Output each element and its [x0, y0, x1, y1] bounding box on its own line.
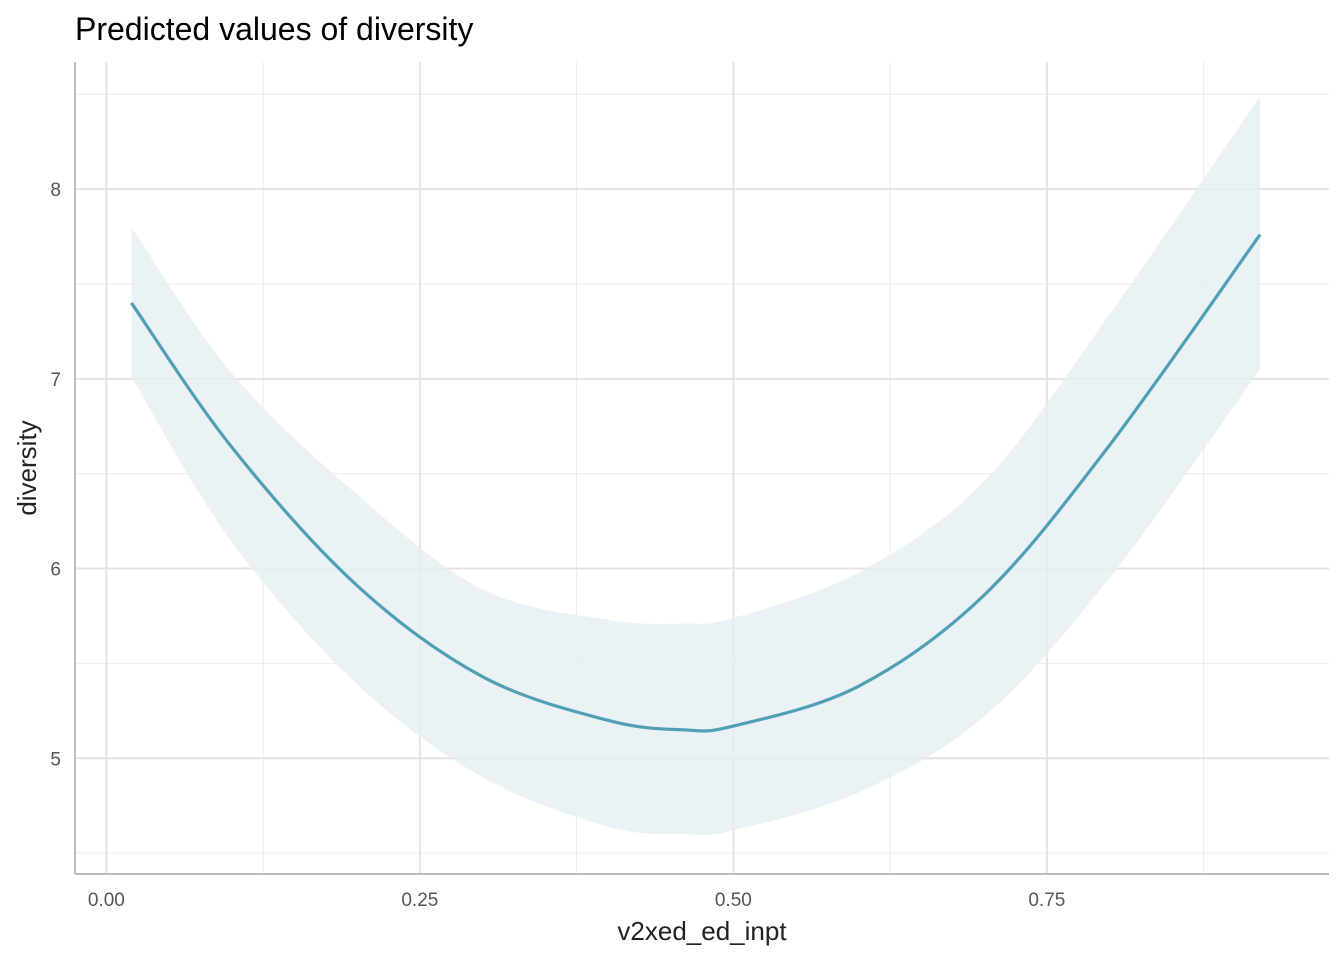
- line-layer: [130, 233, 1262, 733]
- x-tick-label-3: 0.75: [1028, 890, 1065, 911]
- y-tick-label-0: 5: [50, 749, 61, 770]
- x-axis-title: v2xed_ed_inpt: [617, 916, 787, 946]
- chart-title: Predicted values of diversity: [75, 11, 473, 47]
- y-tick-label-1: 6: [50, 560, 61, 581]
- x-tick-label-0: 0.00: [88, 890, 125, 911]
- y-tick-label-3: 8: [50, 180, 61, 201]
- x-tick-label-1: 0.25: [401, 890, 438, 911]
- confidence-band-layer: [131, 96, 1261, 836]
- series-line-0: [130, 233, 1262, 733]
- confidence-band-0: [131, 96, 1261, 836]
- y-axis-title: diversity: [12, 420, 42, 515]
- y-tick-labels: 5 6 7 8: [50, 180, 61, 770]
- y-tick-label-2: 7: [50, 370, 61, 391]
- x-tick-labels: 0.00 0.25 0.50 0.75: [88, 890, 1065, 911]
- x-tick-label-2: 0.50: [715, 890, 752, 911]
